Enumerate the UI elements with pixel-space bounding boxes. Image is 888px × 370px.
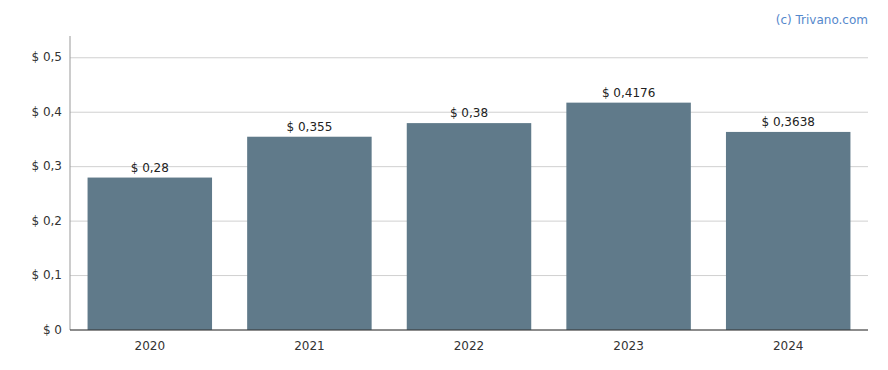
y-tick-label: $ 0,5 xyxy=(31,50,62,64)
x-tick-label: 2022 xyxy=(454,339,485,353)
page: {"chart_data": {"type": "bar", "categori… xyxy=(0,0,888,370)
grid xyxy=(70,58,868,330)
x-tick-label: 2021 xyxy=(294,339,325,353)
grid-line xyxy=(70,330,868,331)
x-tick-label: 2024 xyxy=(773,339,804,353)
y-tick-label: $ 0 xyxy=(43,323,62,337)
data-label: $ 0,3638 xyxy=(761,115,814,129)
y-tick-label: $ 0,2 xyxy=(31,214,62,228)
data-label: $ 0,38 xyxy=(450,106,488,120)
grid-line xyxy=(70,57,868,58)
x-tick-label: 2023 xyxy=(613,339,644,353)
data-label: $ 0,355 xyxy=(286,120,332,134)
annotation: (c) Trivano.com xyxy=(776,13,868,27)
data-label: $ 0,28 xyxy=(131,161,169,175)
bar xyxy=(247,137,371,330)
y-tick-label: $ 0,1 xyxy=(31,268,62,282)
x-tick-label: 2020 xyxy=(135,339,166,353)
bar xyxy=(726,132,850,330)
bar xyxy=(407,123,531,330)
chart-svg: $ 0 $ 0,1 $ 0,2 $ 0,3 $ 0,4 $ 0,5 $ 0,28 $ 0,35… xyxy=(0,0,888,370)
y-tick-label: $ 0,4 xyxy=(31,105,62,119)
data-label: $ 0,4176 xyxy=(602,86,655,100)
y-tick-label: $ 0,3 xyxy=(31,159,62,173)
chart-container: $ 0 $ 0,1 $ 0,2 $ 0,3 $ 0,4 $ 0,5 $ 0,28 $ 0,35… xyxy=(0,0,888,370)
bars xyxy=(88,103,851,330)
y-axis-line xyxy=(70,36,71,330)
bar xyxy=(566,103,690,330)
x-axis-line xyxy=(70,330,868,331)
bar xyxy=(88,178,212,330)
